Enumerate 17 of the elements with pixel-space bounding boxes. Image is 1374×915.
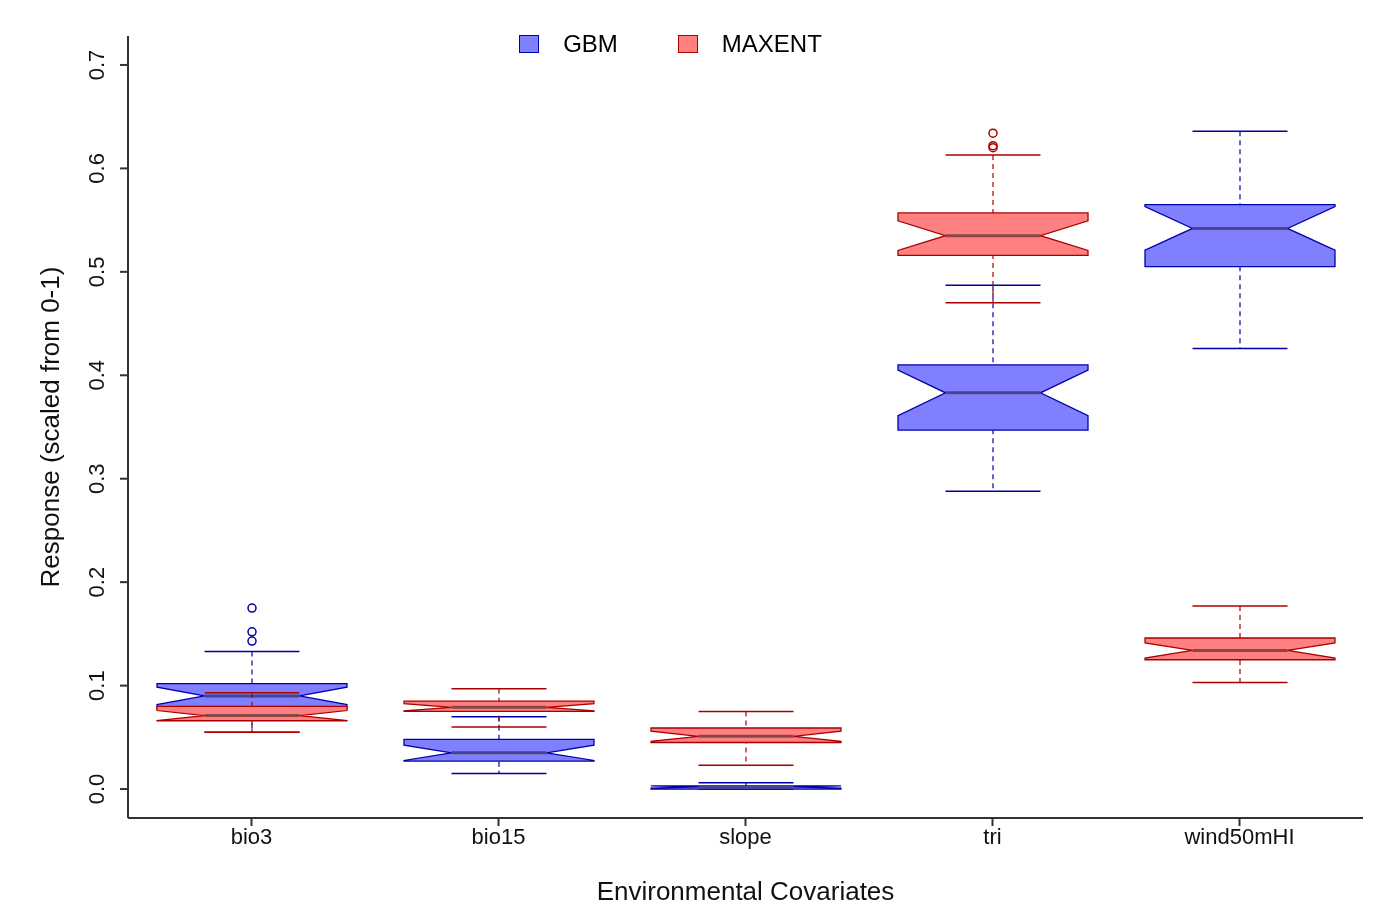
y-tick-label: 0.6 [84,153,109,184]
y-tick-label: 0.2 [84,566,109,598]
legend-label: GBM [563,30,618,58]
y-axis-title: Response (scaled from 0-1) [35,266,66,588]
x-tick-label: slope [719,823,772,849]
x-axis-title: Environmental Covariates [596,876,895,906]
y-tick-label: 0.7 [84,49,109,81]
y-tick-label: 0.0 [84,773,109,805]
x-tick-label: tri [983,823,1002,849]
legend-label: MAXENT [721,30,822,58]
y-tick-label: 0.1 [84,670,109,701]
y-tick-label: 0.5 [84,256,109,288]
x-tick-label: bio3 [230,823,273,849]
y-tick-label: 0.4 [84,359,109,391]
x-tick-label: wind50mHI [1183,823,1295,849]
y-tick-label: 0.3 [84,463,109,495]
x-tick-label: bio15 [471,823,526,849]
